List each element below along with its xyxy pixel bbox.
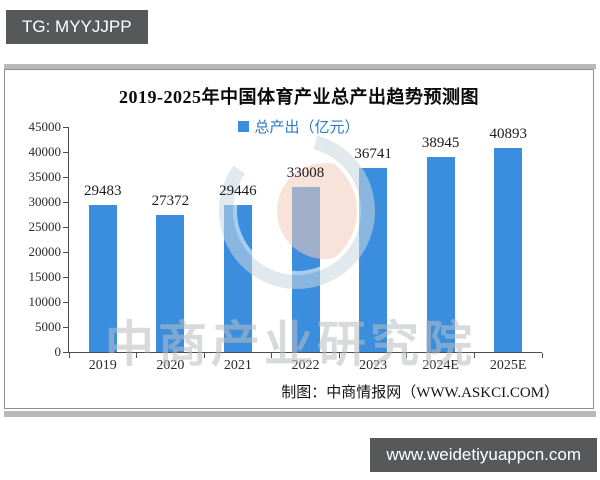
- card-shadow-top: [4, 64, 596, 69]
- y-axis-label: 40000: [28, 144, 62, 159]
- bar-value-label: 29483: [84, 183, 122, 199]
- bar: [426, 157, 455, 352]
- plot-area: 中商产业研究院 0 5000 10000 15000 20000 25000 30000 35…: [29, 119, 543, 373]
- x-axis-tick: [473, 353, 475, 358]
- bar: [494, 148, 523, 352]
- legend-label: 总产出（亿元）: [254, 120, 360, 136]
- watermark-badge-top: TG: MYYJJPP: [6, 10, 148, 44]
- y-axis-tick: [63, 151, 68, 153]
- chart-title: 2019-2025年中国体育产业总产出趋势预测图: [119, 87, 479, 107]
- bar-value-label: 33008: [286, 165, 325, 181]
- y-axis-tick: [63, 326, 68, 328]
- x-axis-tick: [68, 353, 70, 358]
- attribution: 制图：中商情报网（WWW.ASKCI.COM）: [281, 385, 559, 401]
- x-axis-category-label: 2023: [359, 358, 388, 373]
- y-axis-tick: [63, 226, 68, 228]
- x-axis-category-label: 2022: [291, 358, 320, 373]
- bar-value-label: 29446: [219, 183, 257, 199]
- y-axis-tick: [63, 201, 68, 203]
- y-axis-tick: [63, 126, 68, 128]
- y-axis-label: 45000: [28, 119, 62, 134]
- y-axis-label: 30000: [28, 194, 62, 209]
- askci-logo-watermark-icon: [219, 133, 375, 289]
- x-axis-tick: [136, 353, 138, 358]
- chart-card: 2019-2025年中国体育产业总产出趋势预测图 总产出（亿元） 中商产业研究院…: [4, 69, 594, 409]
- card-shadow-bottom: [4, 411, 596, 417]
- y-axis-label: 25000: [28, 219, 62, 234]
- y-axis-tick: [63, 301, 68, 303]
- bar: [156, 215, 185, 352]
- x-axis-tick: [541, 353, 543, 358]
- y-axis-tick: [63, 276, 68, 278]
- y-axis-label: 15000: [28, 269, 62, 284]
- x-axis-tick: [338, 353, 340, 358]
- bar-value-label: 38945: [421, 135, 460, 151]
- chart-legend: 总产出（亿元）: [5, 116, 593, 137]
- x-axis-tick: [271, 353, 273, 358]
- x-axis-category-label: 2025E: [489, 358, 527, 373]
- x-axis-tick: [406, 353, 408, 358]
- y-axis-tick: [63, 351, 68, 353]
- bar: [88, 205, 117, 352]
- x-axis-category-label: 2021: [223, 358, 252, 373]
- x-axis-tick: [203, 353, 205, 358]
- x-axis-category-label: 2020: [156, 358, 185, 373]
- y-axis-tick: [63, 251, 68, 253]
- x-axis-category-label: 2024E: [422, 358, 459, 373]
- watermark-text: 中商产业研究院: [105, 318, 477, 372]
- y-axis-label: 35000: [28, 169, 62, 184]
- y-axis-tick: [63, 176, 68, 178]
- y-axis-label: 10000: [28, 294, 62, 309]
- bar-value-label: 36741: [354, 146, 392, 162]
- x-axis-category-label: 2019: [88, 358, 117, 373]
- bar-value-label: 40893: [489, 126, 527, 142]
- y-axis-label: 5000: [35, 319, 61, 334]
- y-axis-label: 20000: [28, 244, 62, 259]
- y-axis-label: 0: [54, 344, 62, 359]
- bar-value-label: 27372: [151, 193, 190, 209]
- watermark-badge-bottom: www.weidetiyuappcn.com: [370, 438, 597, 472]
- legend-swatch-icon: [238, 121, 250, 132]
